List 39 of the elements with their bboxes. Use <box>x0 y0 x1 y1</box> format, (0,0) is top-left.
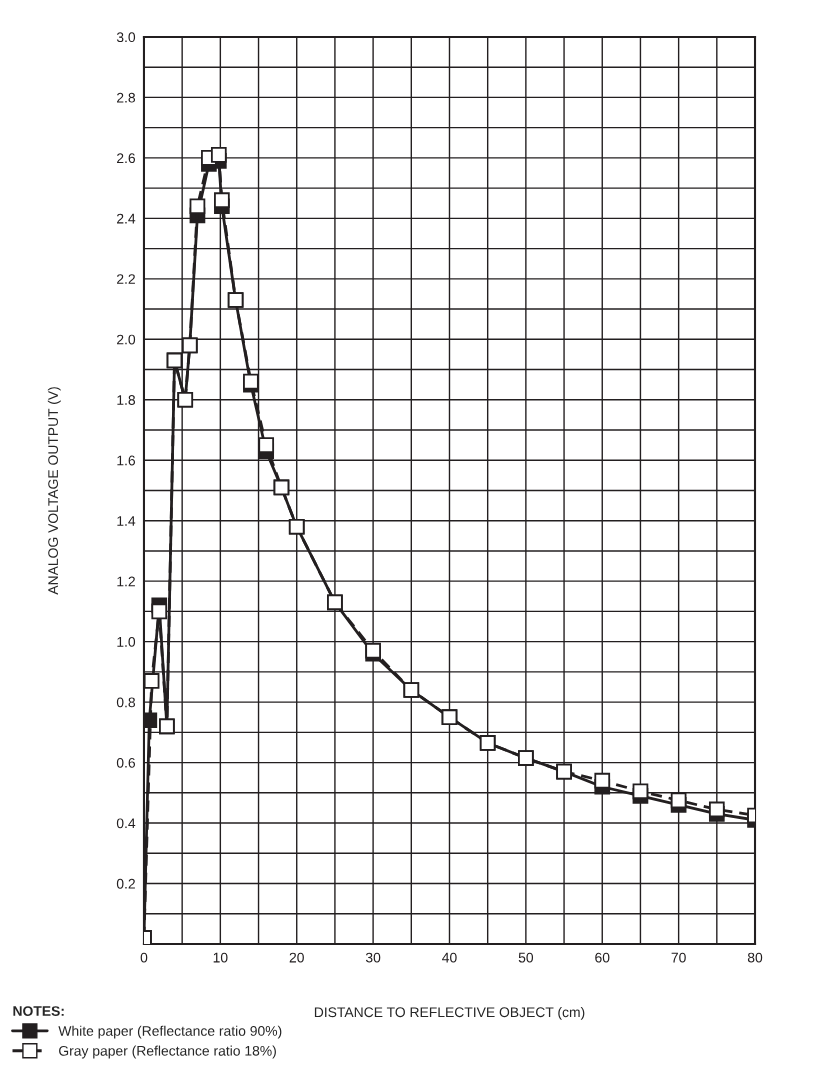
y-tick-label: 2.8 <box>117 92 136 103</box>
point <box>632 783 649 800</box>
x-tick-label: 60 <box>595 952 610 963</box>
y-tick-label: 2.0 <box>117 334 136 345</box>
legend-label: Gray paper (Reflectance ratio 18%) <box>59 1045 276 1059</box>
x-tick-label: 40 <box>442 952 457 963</box>
legend-label: White paper (Reflectance ratio 90%) <box>58 1025 282 1039</box>
x-tick-label: 50 <box>518 952 534 963</box>
point <box>594 772 611 789</box>
point <box>214 192 230 209</box>
y-tick-label: 2.6 <box>117 153 136 164</box>
y-tick-label: 0.2 <box>116 878 135 889</box>
point <box>151 603 168 620</box>
y-tick-label: 1.8 <box>117 395 136 405</box>
y-tick-label: 1.2 <box>117 576 135 587</box>
point <box>258 437 275 453</box>
y-axis-title: ANALOG VOLTAGE OUTPUT (V) <box>47 387 61 595</box>
y-tick-label: 0.8 <box>116 697 136 708</box>
point <box>670 792 687 809</box>
point <box>189 198 206 215</box>
x-axis-title: DISTANCE TO REFLECTIVE OBJECT (cm) <box>314 1006 585 1020</box>
point <box>708 801 725 818</box>
y-tick-label: 1.4 <box>117 516 136 526</box>
y-tick-label: 2.4 <box>117 213 136 224</box>
y-tick-label: 2.2 <box>117 274 135 284</box>
y-tick-label: 1.6 <box>117 455 136 466</box>
y-tick-label: 0.6 <box>116 757 136 768</box>
x-tick-label: 30 <box>365 952 381 963</box>
point <box>143 673 160 689</box>
x-tick-label: 0 <box>140 952 148 963</box>
x-tick-label: 10 <box>213 952 228 963</box>
x-tick-label: 70 <box>671 952 686 963</box>
y-tick-label: 1.0 <box>117 636 136 647</box>
x-tick-label: 20 <box>289 952 304 963</box>
y-tick-label: 0.4 <box>116 818 136 829</box>
x-tick-label: 80 <box>747 952 763 963</box>
y-tick-label: 3.0 <box>116 32 136 43</box>
legend-title: NOTES: <box>13 1006 64 1016</box>
point <box>210 147 227 163</box>
